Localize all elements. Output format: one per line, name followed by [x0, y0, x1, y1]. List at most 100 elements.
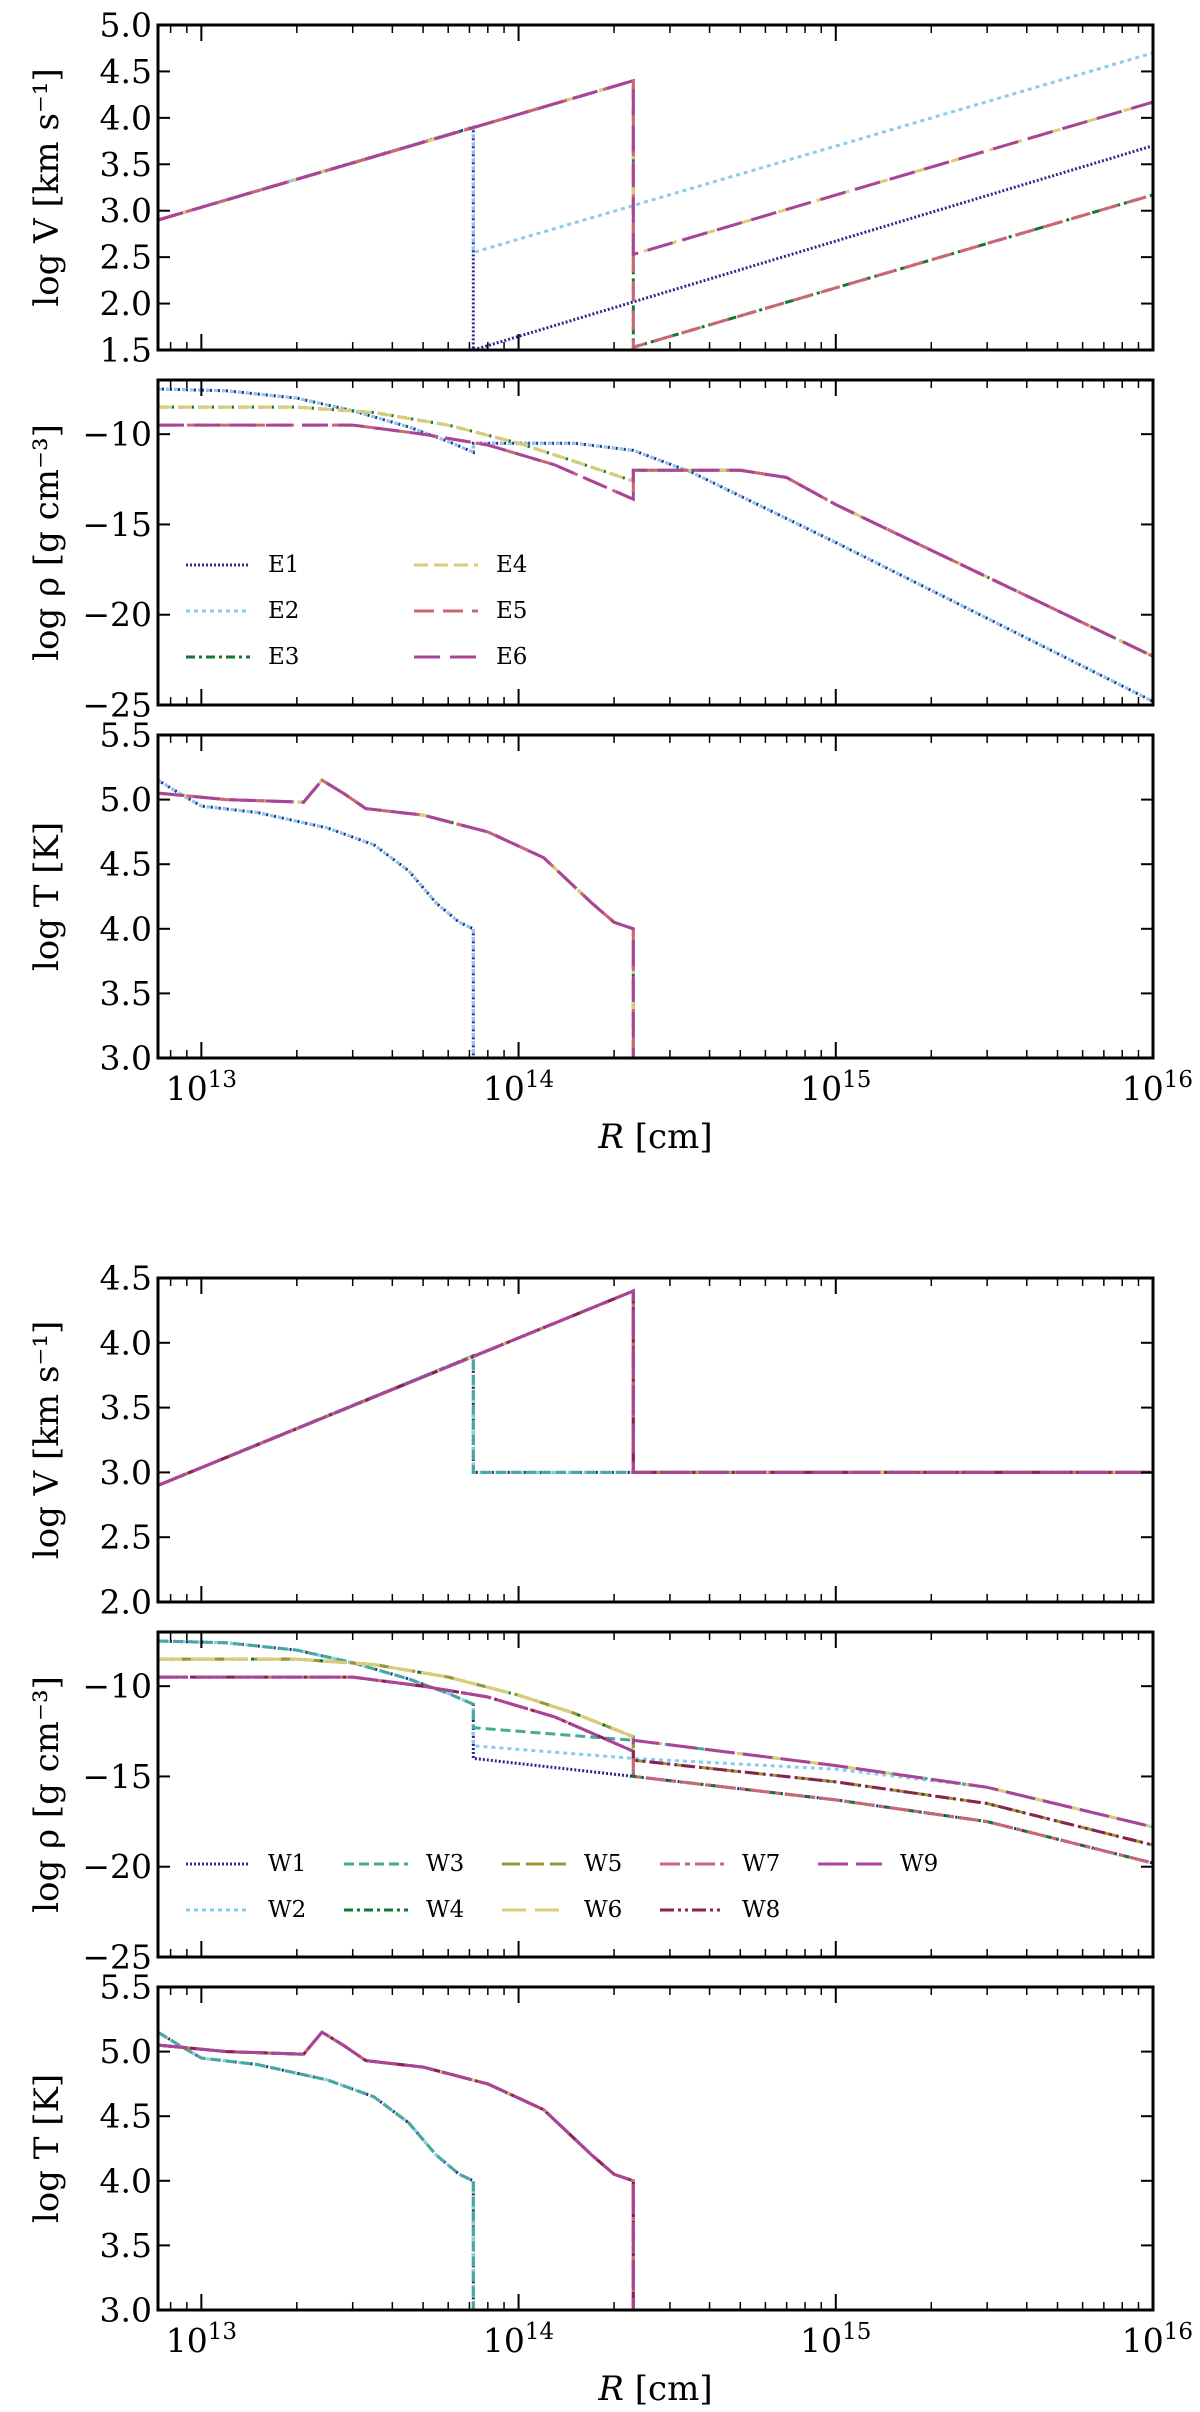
W-velocity-line-W5 [158, 1288, 1153, 1487]
legend-label-W9: W9 [900, 1851, 938, 1877]
E-velocity-line-E6 [158, 78, 1153, 257]
E-temperature-xtick-label: 1016 [1122, 1067, 1193, 1108]
W-velocity-line-W9 [158, 1288, 1153, 1487]
E-temperature-ytick-label: 3.0 [100, 1039, 152, 1078]
W-temperature-line-W6 [158, 2030, 635, 2310]
E-velocity-ytick-label: 2.0 [100, 284, 152, 323]
W-density-line-W5 [158, 1657, 1153, 1847]
W-temperature-frame [156, 1985, 1155, 2312]
W-density-ytick-label: −15 [82, 1757, 152, 1796]
legend-label-E5: E5 [496, 598, 527, 624]
W-density-line-W6 [158, 1657, 1153, 1829]
E-temperature-line-E2 [158, 778, 475, 1058]
E-temperature-series-group [158, 778, 635, 1058]
legend-label-E6: E6 [496, 644, 527, 670]
E-temperature-ytick-label: 3.5 [100, 974, 152, 1013]
E-velocity-ytick-label: 1.5 [100, 331, 152, 370]
E-temperature-ytick-label: 4.5 [100, 845, 152, 884]
E-temperature-ylabel: log T [K] [27, 822, 67, 971]
W-temperature-xtick-label: 1013 [166, 2319, 237, 2360]
E-velocity-ytick-label: 4.5 [100, 52, 152, 91]
W-temperature-line-W7 [158, 2030, 635, 2310]
panel-E-velocity: 1.5 2.0 2.5 3.0 3.5 4.0 4.5 5.0 log V [km s⁻¹] [27, 6, 1155, 370]
E-temperature-line-E3 [158, 778, 635, 1058]
W-density-ytick-label: −25 [82, 1938, 152, 1977]
legend-label-W2: W2 [268, 1897, 306, 1923]
W-density-line-W3 [158, 1639, 1153, 1829]
E-temperature-xtick-label: 1013 [166, 1067, 237, 1108]
W-density-line-W2 [158, 1639, 1153, 1829]
E-temperature-xtick-label: 1015 [800, 1067, 871, 1108]
W-velocity-series-group [158, 1288, 1153, 1487]
W-temperature-line-W3 [158, 2030, 475, 2310]
E-velocity-line-E4 [158, 78, 1153, 257]
E-velocity-ytick-label: 3.5 [100, 145, 152, 184]
W-temperature-ytick-label: 5.5 [100, 1968, 152, 2007]
W-temperature-line-W9 [158, 2030, 635, 2310]
legend-label-W1: W1 [268, 1851, 306, 1877]
W-temperature-ytick-label: 3.5 [100, 2226, 152, 2265]
W-temperature-ytick-label: 3.0 [100, 2291, 152, 2330]
W-density-line-W8 [158, 1675, 1153, 1847]
E-density-ytick-label: −20 [82, 595, 152, 634]
E-density-ytick-label: −10 [82, 415, 152, 454]
panel-E-density: −10 −15 −20 −25 log ρ [g cm⁻³] E1 E4 E2 E5 E3 E6 [27, 378, 1155, 725]
W-velocity-line-W2 [158, 1353, 1153, 1487]
legend-label-E2: E2 [268, 598, 299, 624]
E-temperature-xtick-label: 1014 [483, 1067, 554, 1108]
E-velocity-ytick-label: 3.0 [100, 191, 152, 230]
legend-label-E3: E3 [268, 644, 299, 670]
E-density-line-E5 [158, 423, 1153, 658]
E-velocity-line-E5 [158, 78, 1153, 350]
E-velocity-ytick-label: 2.5 [100, 238, 152, 277]
legend-label-E1: E1 [268, 552, 299, 578]
W-velocity-frame [156, 1276, 1155, 1604]
panel-E-temperature: 3.0 3.5 4.0 4.5 5.0 5.5 log T [K] 1013 1014 1015 1… [27, 716, 1193, 1158]
W-temperature-xtick-label: 1016 [1122, 2319, 1193, 2360]
W-velocity-ytick-label: 2.5 [100, 1518, 152, 1557]
W-density-frame [156, 1630, 1155, 1959]
W-velocity-ytick-label: 3.0 [100, 1453, 152, 1492]
W-density-line-W7 [158, 1675, 1153, 1865]
W-temperature-xtick-label: 1014 [483, 2319, 554, 2360]
E-velocity-ylabel: log V [km s⁻¹] [27, 68, 67, 306]
W-velocity-ytick-label: 3.5 [100, 1388, 152, 1427]
E-velocity-ytick-label: 4.0 [100, 98, 152, 137]
W-temperature-line-W4 [158, 2030, 635, 2310]
E-temperature-frame [156, 733, 1155, 1060]
E-temperature-line-E6 [158, 778, 635, 1058]
W-density-legend: W1 W3 W5 W7 W9 W2 W4 W6 W8 [186, 1851, 938, 1923]
W-velocity-ylabel: log V [km s⁻¹] [27, 1321, 67, 1559]
W-velocity-line-W3 [158, 1353, 1153, 1487]
E-density-frame [156, 378, 1155, 707]
E-velocity-series-group [158, 51, 1153, 350]
E-density-series-group [158, 387, 1153, 703]
E-density-ylabel: log ρ [g cm⁻³] [27, 424, 67, 661]
W-velocity-line-W7 [158, 1288, 1153, 1487]
legend-label-W8: W8 [742, 1897, 780, 1923]
E-density-line-E4 [158, 405, 1153, 658]
E-density-legend: E1 E4 E2 E5 E3 E6 [186, 552, 527, 670]
E-velocity-ytick-label: 5.0 [100, 6, 152, 45]
E-density-line-E6 [158, 423, 1153, 658]
E-temperature-line-E1 [158, 778, 475, 1058]
legend-label-W6: W6 [584, 1897, 622, 1923]
E-temperature-ytick-label: 5.0 [100, 780, 152, 819]
W-temperature-xlabel: R [cm] [597, 2369, 712, 2409]
W-temperature-line-W1 [158, 2030, 475, 2310]
W-velocity-line-W1 [158, 1353, 1153, 1487]
W-velocity-line-W6 [158, 1288, 1153, 1487]
W-temperature-xtick-label: 1015 [800, 2319, 871, 2360]
legend-label-E4: E4 [496, 552, 527, 578]
W-temperature-ytick-label: 4.0 [100, 2161, 152, 2200]
W-velocity-line-W4 [158, 1288, 1153, 1487]
W-density-line-W1 [158, 1639, 1153, 1865]
panel-W-temperature: 3.0 3.5 4.0 4.5 5.0 5.5 log T [K] 1013 1014 1015 1… [27, 1968, 1193, 2410]
W-velocity-ytick-label: 2.0 [100, 1583, 152, 1622]
W-density-series-group [158, 1639, 1153, 1865]
W-temperature-line-W5 [158, 2030, 635, 2310]
E-temperature-line-E4 [158, 778, 635, 1058]
E-temperature-xlabel: R [cm] [597, 1117, 712, 1157]
W-density-ytick-label: −20 [82, 1847, 152, 1886]
